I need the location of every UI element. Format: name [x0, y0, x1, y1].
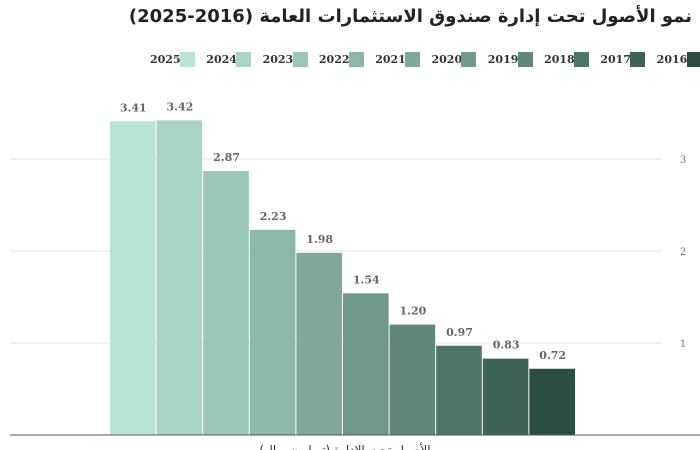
legend-item-2019: 2019: [488, 52, 544, 67]
legend-swatch: [180, 52, 195, 67]
data-label: 0.83: [493, 339, 520, 352]
legend-label: 2017: [600, 53, 631, 66]
legend-label: 2025: [150, 53, 181, 66]
y-tick-label: 1: [680, 339, 686, 350]
legend-item-2022: 2022: [319, 52, 375, 67]
bar-2025: [110, 121, 156, 435]
y-tick-label: 3: [680, 155, 686, 166]
legend-swatch: [292, 52, 308, 67]
data-label: 3.41: [120, 101, 147, 114]
legend-item-2017: 2017: [600, 52, 656, 67]
data-label: 1.20: [400, 305, 427, 318]
legend-label: 2022: [318, 53, 350, 66]
data-label: 1.54: [353, 273, 380, 286]
bar-2018: [436, 345, 482, 435]
legend-swatch: [686, 52, 700, 67]
legend-item-2016: 2016: [657, 52, 700, 67]
legend-label: 2019: [487, 53, 519, 66]
legend-label: 2020: [431, 53, 463, 66]
legend-label: 2021: [375, 53, 406, 66]
x-axis-label: الأصول تحت الإدارة (تريليون ريال): [259, 442, 430, 450]
legend-swatch: [630, 52, 646, 67]
legend-item-2023: 2023: [263, 52, 319, 67]
bar-2023: [203, 170, 249, 435]
legend-swatch: [405, 52, 421, 67]
legend-swatch: [574, 52, 590, 67]
legend-item-2025: 2025: [150, 52, 206, 67]
bar-2022: [249, 229, 296, 435]
data-label: 3.42: [167, 100, 194, 113]
data-label: 0.72: [539, 349, 566, 362]
chart-title: نمو الأصول تحت إدارة صندوق الاستثمارات ا…: [128, 6, 692, 27]
legend-swatch: [236, 52, 252, 67]
legend: 2025 2024 2023 2022 2021 2020 2019 2018 2017 2016: [150, 52, 700, 67]
bar-2017: [482, 358, 529, 435]
legend-label: 2023: [262, 53, 294, 66]
data-label: 2.23: [260, 210, 287, 223]
legend-item-2024: 2024: [206, 52, 262, 67]
bar-2019: [389, 324, 436, 435]
legend-item-2020: 2020: [431, 52, 487, 67]
bar-2020: [343, 293, 389, 435]
legend-item-2021: 2021: [375, 52, 431, 67]
data-label: 0.97: [446, 326, 473, 339]
bar-2024: [156, 120, 203, 436]
y-tick-label: 2: [680, 247, 686, 258]
legend-swatch: [517, 52, 533, 67]
legend-swatch: [461, 52, 477, 67]
legend-label: 2024: [206, 53, 237, 66]
legend-item-2018: 2018: [544, 52, 600, 67]
legend-swatch: [348, 52, 364, 67]
legend-label: 2018: [544, 53, 575, 66]
legend-label: 2016: [656, 53, 688, 66]
data-label: 2.87: [213, 151, 240, 164]
data-label: 1.98: [306, 233, 333, 246]
bar-2021: [296, 252, 342, 435]
bar-2016: [529, 368, 575, 435]
